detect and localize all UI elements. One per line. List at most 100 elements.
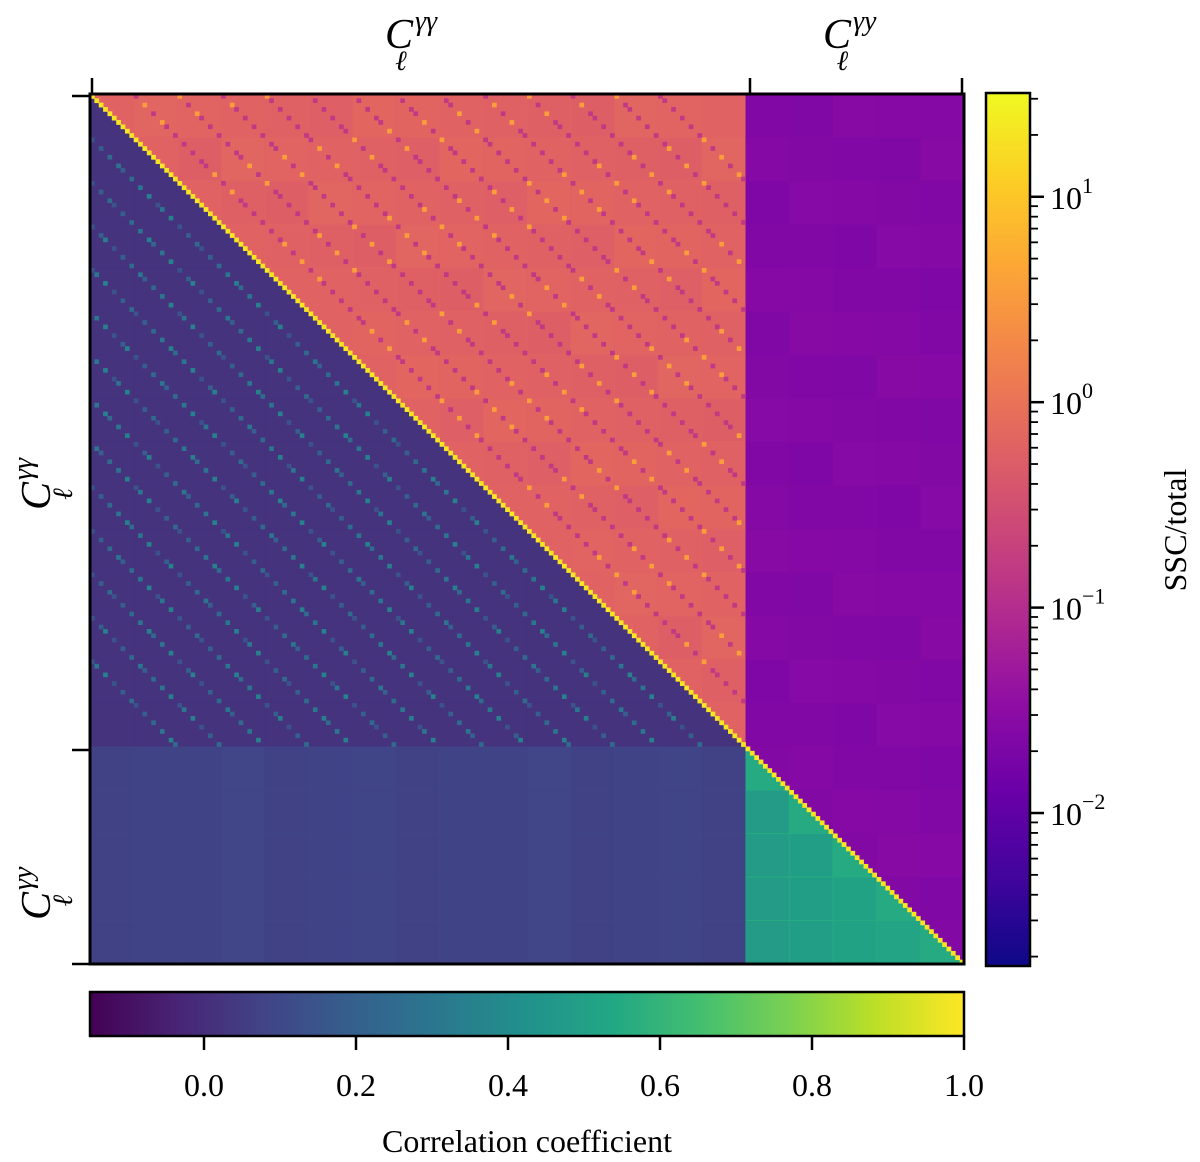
corr-stripe-cell	[247, 424, 252, 430]
ssc-stripe-cell	[666, 146, 672, 151]
corr-stripe-cell	[365, 498, 370, 504]
ssc-stripe-cell	[732, 472, 738, 478]
matrix-subblock	[833, 181, 876, 224]
corr-stripe-cell	[234, 498, 239, 504]
diagonal-cell	[854, 855, 860, 860]
matrix-subblock	[789, 834, 833, 877]
corr-stripe-cell	[387, 476, 392, 482]
ssc-stripe-cell	[492, 407, 497, 412]
corr-stripe-cell	[553, 685, 558, 691]
corr-stripe-cell	[422, 729, 427, 734]
matrix-subblock	[833, 703, 876, 746]
corr-stripe-cell	[138, 272, 143, 277]
ssc-stripe-cell	[509, 381, 515, 386]
ssc-stripe-cell	[592, 246, 598, 251]
ssc-stripe-cell	[741, 568, 746, 573]
ssc-stripe-cell	[540, 324, 545, 330]
corr-stripe-cell	[242, 550, 248, 556]
ssc-stripe-cell	[461, 376, 467, 382]
ssc-stripe-cell	[500, 285, 506, 291]
corr-stripe-cell	[256, 302, 261, 308]
matrix-subblock	[658, 790, 702, 833]
ssc-stripe-cell	[579, 189, 585, 195]
corr-stripe-cell	[282, 502, 287, 508]
diagonal-cell	[111, 115, 117, 121]
corr-stripe-cell	[330, 637, 336, 643]
ssc-stripe-cell	[238, 154, 244, 160]
matrix-subblock	[352, 921, 396, 964]
ssc-stripe-cell	[575, 315, 580, 321]
corr-stripe-cell	[360, 711, 366, 717]
ssc-stripe-cell	[575, 141, 580, 147]
ssc-stripe-cell	[492, 189, 497, 195]
ssc-stripe-cell	[378, 120, 384, 125]
ssc-stripe-cell	[225, 141, 231, 147]
ssc-stripe-cell	[325, 241, 331, 247]
corr-stripe-cell	[443, 533, 449, 538]
diagonal-cell	[920, 920, 926, 926]
ssc-stripe-cell	[426, 298, 432, 304]
diagonal-cell	[806, 807, 812, 813]
ssc-stripe-cell	[404, 320, 410, 325]
corr-stripe-cell	[98, 146, 104, 151]
ssc-stripe-cell	[719, 154, 724, 160]
ssc-stripe-cell	[579, 407, 585, 412]
diagonal-cell	[728, 729, 733, 734]
corr-stripe-cell	[277, 411, 283, 417]
corr-stripe-cell	[238, 285, 244, 291]
matrix-subblock	[833, 312, 876, 355]
corr-stripe-cell	[177, 616, 183, 621]
ssc-stripe-cell	[618, 141, 624, 147]
ssc-stripe-cell	[618, 315, 624, 321]
ssc-stripe-cell	[710, 668, 716, 673]
diagonal-cell	[133, 137, 139, 143]
matrix-subblock	[440, 790, 483, 833]
ssc-stripe-cell	[662, 402, 668, 408]
ssc-stripe-cell	[583, 455, 589, 460]
ssc-stripe-cell	[662, 141, 668, 147]
ssc-stripe-cell	[697, 133, 703, 138]
correlation-colorbar-frame	[88, 990, 966, 1038]
corr-stripe-cell	[116, 424, 121, 430]
ssc-stripe-cell	[544, 111, 550, 117]
ssc-stripe-cell	[679, 333, 685, 338]
corr-stripe-cell	[535, 711, 541, 717]
ssc-stripe-cell	[304, 220, 309, 225]
matrix-subblock	[920, 790, 964, 833]
diagonal-cell	[138, 141, 143, 147]
ssc-stripe-cell	[588, 459, 593, 465]
corr-stripe-cell	[264, 311, 270, 317]
matrix-subblock	[746, 921, 789, 964]
corr-stripe-cell	[107, 198, 113, 204]
matrix-subblock	[483, 834, 527, 877]
diagonal-cell	[325, 328, 331, 334]
corr-stripe-cell	[610, 655, 615, 660]
ssc-stripe-cell	[330, 289, 336, 295]
ssc-stripe-cell	[675, 154, 681, 160]
diagonal-cell	[776, 776, 781, 782]
ssc-stripe-cell	[426, 167, 432, 173]
corr-stripe-cell	[133, 398, 139, 404]
diagonal-cell	[343, 346, 349, 352]
corr-stripe-cell	[159, 207, 165, 212]
ssc-stripe-cell	[483, 94, 488, 99]
ssc-stripe-cell	[312, 185, 318, 190]
corr-stripe-cell	[623, 711, 628, 717]
corr-stripe-cell	[164, 385, 169, 391]
corr-stripe-cell	[260, 524, 266, 530]
diagonal-cell	[457, 459, 462, 465]
corr-stripe-cell	[513, 646, 519, 652]
corr-stripe-cell	[286, 724, 292, 730]
ssc-stripe-cell	[741, 220, 746, 225]
ssc-stripe-cell	[579, 363, 585, 369]
matrix-subblock	[920, 877, 964, 920]
ssc-stripe-cell	[631, 285, 637, 291]
diagonal-cell	[588, 589, 593, 595]
matrix-subblock	[833, 790, 876, 833]
ssc-stripe-cell	[439, 311, 445, 317]
corr-stripe-cell	[465, 598, 471, 604]
corr-stripe-cell	[151, 633, 156, 639]
ssc-stripe-cell	[409, 281, 414, 286]
matrix-subblock	[440, 834, 483, 877]
matrix-subblock	[746, 268, 789, 311]
